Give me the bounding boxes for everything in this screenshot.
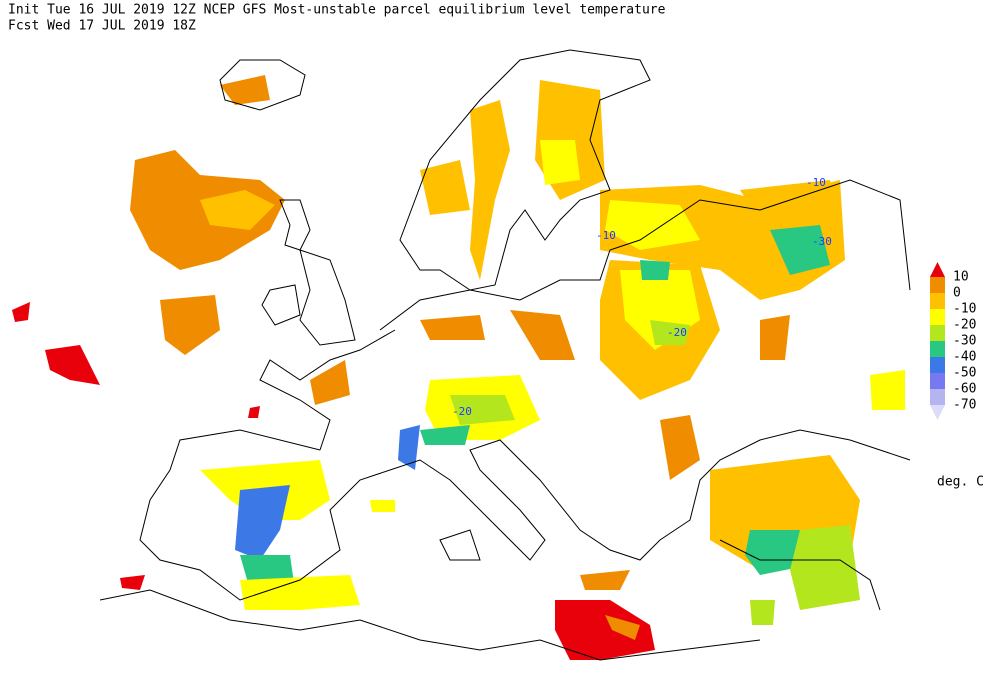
colorbar-label: -70: [953, 398, 976, 413]
colorbar-label: -40: [953, 350, 976, 365]
colorbar: [930, 262, 945, 420]
colorbar-box: [930, 293, 945, 309]
colorbar-box: [930, 389, 945, 405]
coastlines: [99, 49, 911, 661]
colorbar-box: [930, 357, 945, 373]
units-label: deg. C: [937, 475, 984, 490]
colorbar-box: [930, 309, 945, 325]
colorbar-box: [930, 373, 945, 389]
colorbar-label: -50: [953, 366, 976, 381]
contour-label: -20: [452, 405, 472, 418]
contour-labels: -10 -10 -30 -20 -20: [452, 176, 832, 418]
field-shading: [12, 75, 905, 660]
colorbar-label: 0: [953, 286, 961, 301]
contour-label: -30: [812, 235, 832, 248]
contour-label: -20: [667, 326, 687, 339]
colorbar-label: -20: [953, 318, 976, 333]
colorbar-cap: [930, 405, 945, 420]
colorbar-label: -30: [953, 334, 976, 349]
colorbar-cap: [930, 262, 945, 277]
colorbar-box: [930, 341, 945, 357]
colorbar-label: 10: [953, 270, 969, 285]
header-title: Init Tue 16 JUL 2019 12Z NCEP GFS Most-u…: [8, 3, 666, 18]
colorbar-labels: 100-10-20-30-40-50-60-70: [953, 270, 976, 413]
colorbar-box: [930, 277, 945, 293]
colorbar-box: [930, 325, 945, 341]
header-forecast: Fcst Wed 17 JUL 2019 18Z: [8, 19, 196, 34]
contour-label: -10: [806, 176, 826, 189]
colorbar-label: -10: [953, 302, 976, 317]
colorbar-label: -60: [953, 382, 976, 397]
contour-label: -10: [596, 229, 616, 242]
